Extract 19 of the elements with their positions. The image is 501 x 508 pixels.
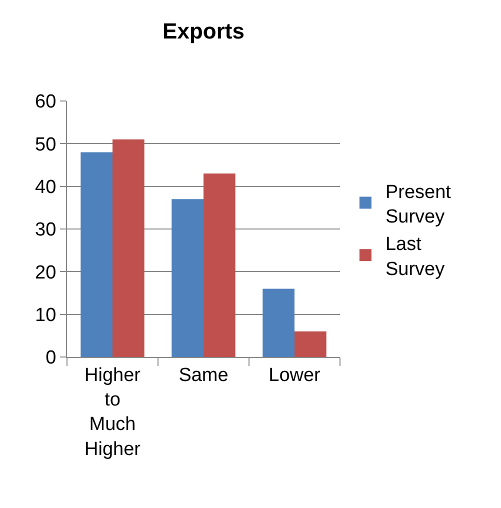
bar xyxy=(112,139,144,357)
y-tick-label: 0 xyxy=(46,348,56,369)
y-tick-label: 10 xyxy=(35,304,56,326)
x-tick-label: Higher to Much Higher xyxy=(84,364,142,460)
legend-label: Last Survey xyxy=(385,234,446,280)
x-tick-label: Same xyxy=(178,364,228,386)
x-tick-label: Lower xyxy=(268,364,322,386)
bar xyxy=(172,199,204,357)
legend-label: Present Survey xyxy=(385,182,452,228)
y-tick-label: 20 xyxy=(35,262,56,284)
y-tick-label: 60 xyxy=(35,92,56,113)
bar xyxy=(80,152,112,357)
bar xyxy=(204,174,236,357)
y-tick-label: 40 xyxy=(35,176,56,198)
y-tick-label: 30 xyxy=(35,220,56,241)
chart-title: Exports xyxy=(162,18,244,44)
y-tick-label: 50 xyxy=(35,134,56,156)
bar xyxy=(294,331,326,357)
bar xyxy=(262,288,294,357)
